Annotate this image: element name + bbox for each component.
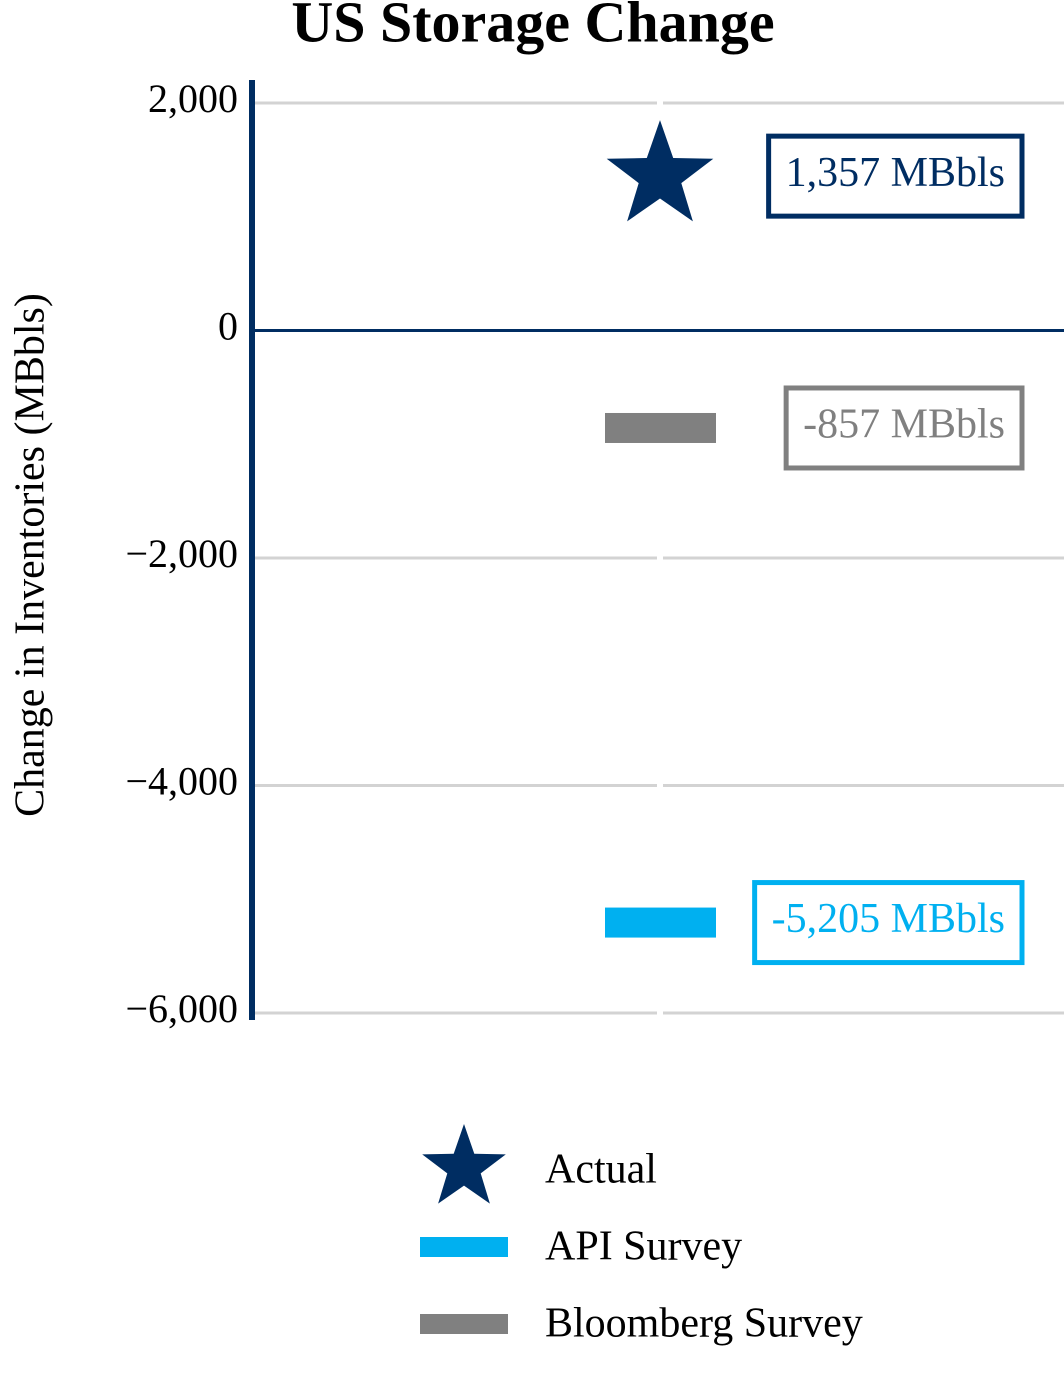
star-marker (606, 120, 714, 222)
legend-swatch (420, 1237, 508, 1257)
legend-label: Bloomberg Survey (545, 1301, 863, 1347)
legend-swatch (422, 1124, 506, 1204)
value-label-box (752, 880, 1025, 966)
y-tick-label: −2,000 (125, 531, 238, 576)
value-label-box (783, 385, 1025, 471)
grid-gap (657, 1008, 663, 1018)
value-label: -5,205 MBbls (772, 896, 1005, 942)
bar-marker (605, 412, 716, 443)
grid-gap (657, 553, 663, 563)
y-tick-label: −6,000 (125, 986, 238, 1031)
y-tick-label: −4,000 (125, 759, 238, 804)
legend-label: API Survey (545, 1224, 742, 1270)
grid-gap (657, 98, 663, 108)
y-tick-label: 2,000 (148, 76, 238, 121)
chart-title: US Storage Change (291, 0, 774, 54)
value-label-box (766, 133, 1025, 219)
y-tick-label: 0 (218, 304, 238, 349)
bar-marker (605, 907, 716, 938)
legend-swatch (420, 1314, 508, 1334)
legend-label: Actual (545, 1147, 657, 1193)
value-label: 1,357 MBbls (786, 150, 1005, 196)
grid-gap (657, 780, 663, 791)
y-axis-label: Change in Inventories (MBbls) (8, 293, 54, 817)
value-label: -857 MBbls (803, 402, 1005, 448)
